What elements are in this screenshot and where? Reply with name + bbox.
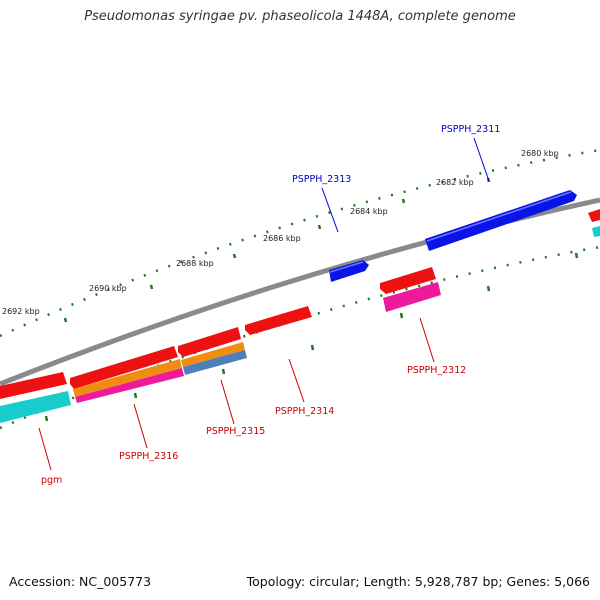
outer-major-ticks: [63, 177, 491, 323]
inner-major-ticks: [44, 252, 579, 422]
gene-PSPPH_2316-partner[interactable]: [70, 346, 178, 389]
gene-PSPPH_2312[interactable]: [380, 267, 436, 294]
gene-PSPPH_2314[interactable]: [245, 306, 312, 335]
gene-label-PSPPH_2313[interactable]: PSPPH_2313: [292, 174, 351, 185]
gene-PSPPH_2311[interactable]: [425, 190, 577, 251]
gene-label-PSPPH_2316[interactable]: PSPPH_2316: [119, 451, 178, 462]
gene-PSPPH_2316-band-orange[interactable]: [73, 359, 182, 397]
map-title: Pseudomonas syringae pv. phaseolicola 14…: [84, 9, 516, 24]
reverse-strand-genes-row1: [0, 209, 600, 399]
gene-label-PSPPH_2312[interactable]: PSPPH_2312: [407, 365, 466, 376]
gene-edge-right[interactable]: [588, 209, 600, 222]
label-leaders-reverse: [38, 317, 435, 471]
gene-PSPPH_2316-band-pink[interactable]: [75, 368, 184, 403]
gene-edge-right-cyan[interactable]: [592, 226, 600, 237]
genome-summary-text: Topology: circular; Length: 5,928,787 bp…: [246, 574, 590, 589]
gene-label-PSPPH_2315[interactable]: PSPPH_2315: [206, 426, 265, 437]
gene-label-PSPPH_2314[interactable]: PSPPH_2314: [275, 406, 334, 417]
gene-label-PSPPH_2311[interactable]: PSPPH_2311: [441, 124, 500, 135]
forward-strand-genes: [329, 190, 577, 282]
scale-tick-label: 2692 kbp: [2, 307, 40, 316]
gene-PSPPH_2315-band-orange[interactable]: [181, 342, 245, 367]
inner-scale-ring: [0, 245, 600, 430]
scale-tick-label: 2682 kbp: [436, 178, 474, 187]
gene-PSPPH_2315-band-steel[interactable]: [183, 350, 247, 375]
outer-scale-ring: [0, 148, 600, 338]
gene-label-pgm[interactable]: pgm: [41, 475, 62, 486]
label-leaders-forward: [321, 137, 490, 233]
gene-PSPPH_2313[interactable]: [329, 260, 369, 282]
reverse-strand-genes-row2: [0, 226, 600, 423]
gene-PSPPH_2315-partner[interactable]: [178, 327, 241, 357]
gene-pgm-partner[interactable]: [0, 372, 67, 399]
scale-tick-label: 2684 kbp: [350, 207, 388, 216]
gene-pgm-band[interactable]: [0, 391, 71, 423]
gene-PSPPH_2312-band[interactable]: [383, 282, 441, 312]
scale-tick-label: 2688 kbp: [176, 259, 214, 268]
scale-tick-label: 2686 kbp: [263, 234, 301, 243]
accession-text: Accession: NC_005773: [9, 574, 152, 589]
scale-tick-label: 2690 kbp: [89, 284, 127, 293]
scale-tick-label: 2680 kbp: [521, 149, 559, 158]
